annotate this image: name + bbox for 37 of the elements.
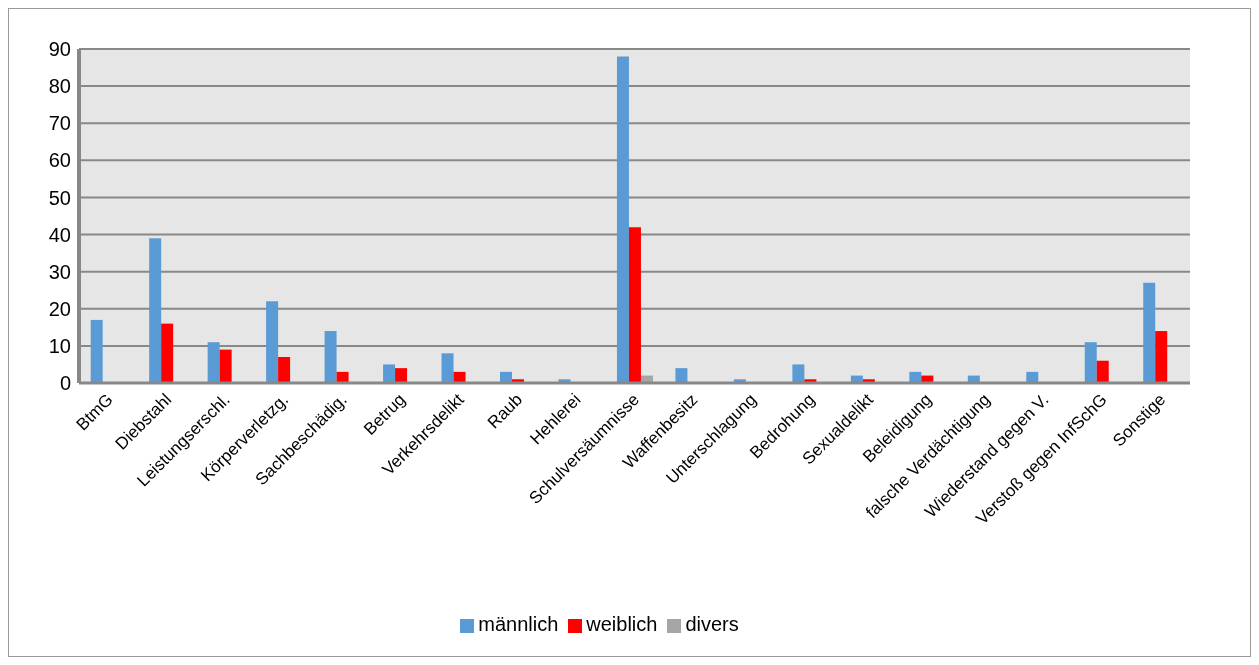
bar bbox=[675, 368, 688, 383]
legend-label: weiblich bbox=[586, 613, 658, 635]
bar bbox=[278, 357, 291, 383]
bar bbox=[161, 323, 174, 383]
bar bbox=[1143, 282, 1156, 383]
bar bbox=[324, 331, 337, 383]
bar bbox=[383, 364, 396, 383]
y-tick-label: 20 bbox=[48, 297, 71, 320]
bar bbox=[395, 368, 408, 383]
y-tick-label: 60 bbox=[48, 149, 71, 172]
bar bbox=[616, 56, 629, 383]
bar bbox=[909, 371, 922, 383]
bar bbox=[336, 371, 349, 383]
y-tick-label: 90 bbox=[48, 38, 71, 61]
bar bbox=[207, 342, 220, 383]
y-tick-label: 0 bbox=[59, 372, 71, 395]
bar bbox=[792, 364, 805, 383]
y-tick-label: 40 bbox=[48, 223, 71, 246]
bar bbox=[1155, 331, 1168, 383]
bar bbox=[628, 227, 641, 383]
legend-label: divers bbox=[685, 613, 739, 635]
y-tick-label: 80 bbox=[48, 75, 71, 98]
bar bbox=[500, 371, 513, 383]
bar bbox=[266, 301, 279, 383]
bar bbox=[219, 349, 232, 383]
bar bbox=[441, 353, 454, 383]
bar bbox=[453, 371, 466, 383]
bar bbox=[90, 319, 103, 383]
bar bbox=[1026, 371, 1039, 383]
legend-label: männlich bbox=[478, 613, 559, 635]
bar bbox=[1096, 360, 1109, 383]
y-tick-label: 30 bbox=[48, 260, 71, 283]
bar bbox=[1084, 342, 1097, 383]
bar bbox=[149, 238, 162, 383]
y-tick-label: 10 bbox=[48, 334, 71, 357]
y-tick-label: 70 bbox=[48, 112, 71, 135]
y-tick-label: 50 bbox=[48, 186, 71, 209]
